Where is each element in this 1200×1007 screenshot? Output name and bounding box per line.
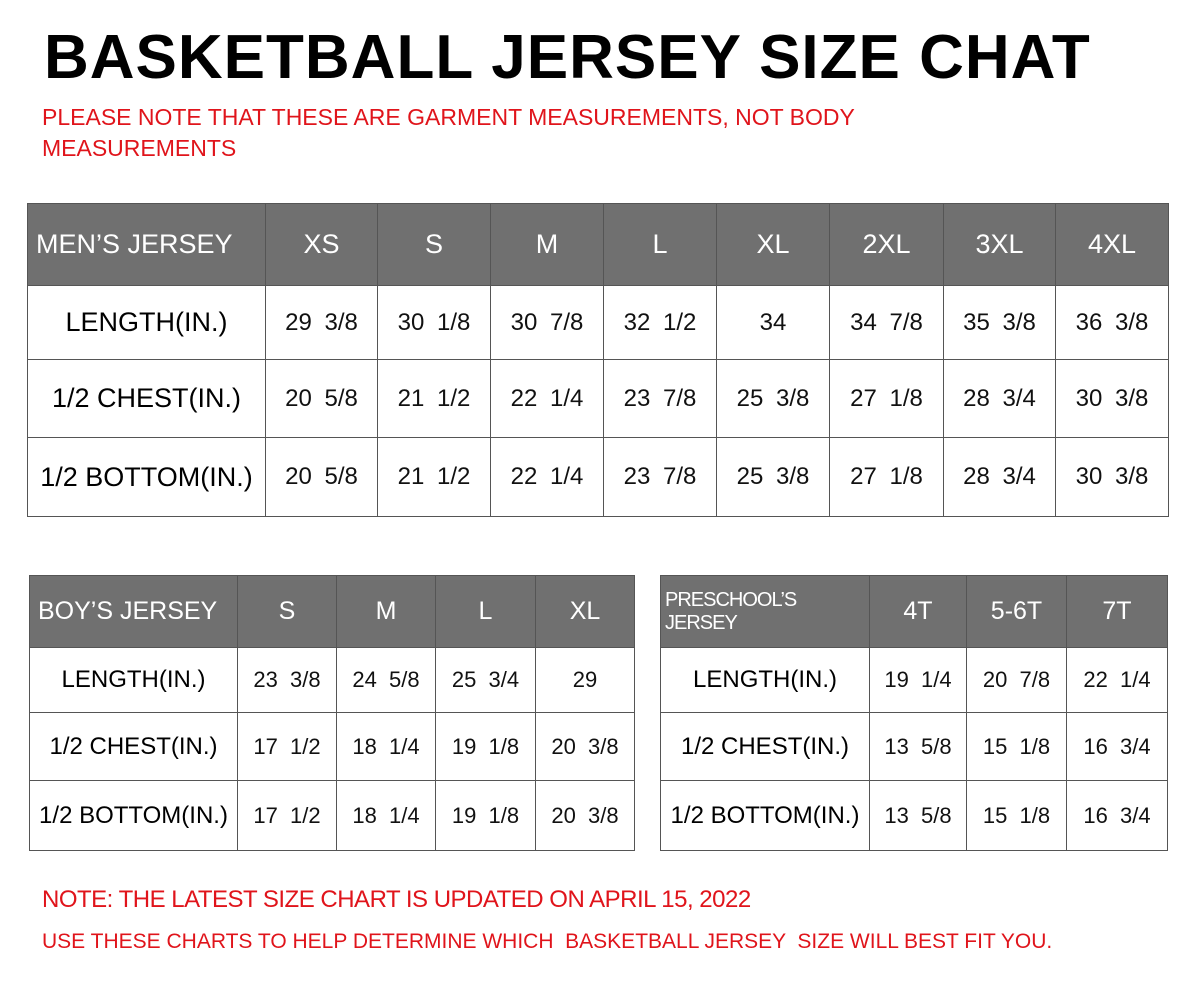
measurement-value: 27 1/8	[829, 437, 944, 517]
measurement-value: 20 3/8	[535, 712, 635, 781]
measurement-value: 35 3/8	[943, 285, 1056, 360]
table-row: 1/2 CHEST(IN.) 13 5/8 15 1/8 16 3/4	[660, 712, 1168, 781]
measurement-value: 22 1/4	[1066, 647, 1168, 713]
measurement-label: LENGTH(IN.)	[660, 647, 870, 713]
size-header-cell: 5-6T	[966, 575, 1067, 648]
measurement-value: 19 1/8	[435, 780, 536, 851]
measurement-value: 17 1/2	[237, 712, 337, 781]
measurement-label: 1/2 BOTTOM(IN.)	[27, 437, 266, 517]
measurement-value: 16 3/4	[1066, 780, 1168, 851]
header-row: PRESCHOOL’S JERSEY 4T 5-6T 7T	[660, 575, 1168, 648]
table-row: 1/2 CHEST(IN.) 20 5/8 21 1/2 22 1/4 23 7/8 25…	[27, 359, 1169, 438]
measurement-value: 32 1/2	[603, 285, 717, 360]
measurement-value: 27 1/8	[829, 359, 944, 438]
preschool-size-table: PRESCHOOL’S JERSEY 4T 5-6T 7T LENGTH(IN.) 19 …	[660, 575, 1168, 851]
size-header-cell: 3XL	[943, 203, 1056, 286]
table-row: 1/2 BOTTOM(IN.) 17 1/2 18 1/4 19 1/8 20 3/8	[29, 780, 635, 851]
table-row: 1/2 BOTTOM(IN.) 13 5/8 15 1/8 16 3/4	[660, 780, 1168, 851]
table-title-cell: BOY’S JERSEY	[29, 575, 238, 648]
fit-note: USE THESE CHARTS TO HELP DETERMINE WHICH…	[42, 930, 1053, 953]
size-header-cell: XL	[535, 575, 635, 648]
garment-note: PLEASE NOTE THAT THESE ARE GARMENT MEASU…	[42, 104, 855, 161]
measurement-value: 34	[716, 285, 830, 360]
measurement-label: LENGTH(IN.)	[27, 285, 266, 360]
measurement-value: 25 3/4	[435, 647, 536, 713]
page-title: BASKETBALL JERSEY SIZE CHAT	[44, 23, 1091, 92]
mens-size-table: MEN’S JERSEY XS S M L XL 2XL 3XL 4XL LENGTH(IN.) 2…	[27, 203, 1169, 517]
measurement-value: 22 1/4	[490, 359, 604, 438]
measurement-value: 15 1/8	[966, 712, 1067, 781]
measurement-value: 13 5/8	[869, 712, 967, 781]
measurement-value: 16 3/4	[1066, 712, 1168, 781]
measurement-value: 23 7/8	[603, 437, 717, 517]
measurement-value: 22 1/4	[490, 437, 604, 517]
measurement-value: 19 1/4	[869, 647, 967, 713]
measurement-value: 20 7/8	[966, 647, 1067, 713]
measurement-value: 18 1/4	[336, 712, 436, 781]
boys-size-table: BOY’S JERSEY S M L XL LENGTH(IN.) 23 3/8 24 5/8…	[29, 575, 635, 851]
table-row: 1/2 BOTTOM(IN.) 20 5/8 21 1/2 22 1/4 23 7/8 2…	[27, 437, 1169, 517]
size-header-cell: XL	[716, 203, 830, 286]
table-row: 1/2 CHEST(IN.) 17 1/2 18 1/4 19 1/8 20 3/8	[29, 712, 635, 781]
measurement-value: 25 3/8	[716, 359, 830, 438]
measurement-value: 21 1/2	[377, 359, 491, 438]
size-header-cell: 7T	[1066, 575, 1168, 648]
table-title-cell: MEN’S JERSEY	[27, 203, 266, 286]
measurement-value: 23 7/8	[603, 359, 717, 438]
measurement-label: 1/2 CHEST(IN.)	[660, 712, 870, 781]
measurement-value: 34 7/8	[829, 285, 944, 360]
measurement-value: 23 3/8	[237, 647, 337, 713]
measurement-value: 13 5/8	[869, 780, 967, 851]
header-row: BOY’S JERSEY S M L XL	[29, 575, 635, 648]
measurement-value: 20 5/8	[265, 359, 378, 438]
measurement-value: 29 3/8	[265, 285, 378, 360]
size-header-cell: L	[603, 203, 717, 286]
size-header-cell: M	[336, 575, 436, 648]
measurement-label: 1/2 CHEST(IN.)	[27, 359, 266, 438]
measurement-value: 36 3/8	[1055, 285, 1169, 360]
table-row: LENGTH(IN.) 29 3/8 30 1/8 30 7/8 32 1/2 34 34 …	[27, 285, 1169, 360]
table-row: LENGTH(IN.) 19 1/4 20 7/8 22 1/4	[660, 647, 1168, 713]
measurement-value: 20 3/8	[535, 780, 635, 851]
measurement-label: 1/2 BOTTOM(IN.)	[660, 780, 870, 851]
size-header-cell: L	[435, 575, 536, 648]
size-header-cell: 4XL	[1055, 203, 1169, 286]
measurement-value: 18 1/4	[336, 780, 436, 851]
measurement-value: 19 1/8	[435, 712, 536, 781]
measurement-value: 29	[535, 647, 635, 713]
size-header-cell: XS	[265, 203, 378, 286]
measurement-value: 28 3/4	[943, 359, 1056, 438]
measurement-label: 1/2 BOTTOM(IN.)	[29, 780, 238, 851]
update-note: NOTE: THE LATEST SIZE CHART IS UPDATED O…	[42, 886, 751, 913]
measurement-label: LENGTH(IN.)	[29, 647, 238, 713]
size-header-cell: S	[377, 203, 491, 286]
measurement-value: 17 1/2	[237, 780, 337, 851]
measurement-value: 30 3/8	[1055, 359, 1169, 438]
measurement-value: 20 5/8	[265, 437, 378, 517]
measurement-value: 30 1/8	[377, 285, 491, 360]
table-row: LENGTH(IN.) 23 3/8 24 5/8 25 3/4 29	[29, 647, 635, 713]
measurement-value: 28 3/4	[943, 437, 1056, 517]
table-title-cell: PRESCHOOL’S JERSEY	[660, 575, 870, 648]
measurement-value: 15 1/8	[966, 780, 1067, 851]
measurement-value: 25 3/8	[716, 437, 830, 517]
size-header-cell: S	[237, 575, 337, 648]
size-header-cell: 2XL	[829, 203, 944, 286]
header-row: MEN’S JERSEY XS S M L XL 2XL 3XL 4XL	[27, 203, 1169, 286]
measurement-value: 30 7/8	[490, 285, 604, 360]
measurement-value: 30 3/8	[1055, 437, 1169, 517]
size-header-cell: 4T	[869, 575, 967, 648]
measurement-label: 1/2 CHEST(IN.)	[29, 712, 238, 781]
measurement-value: 21 1/2	[377, 437, 491, 517]
size-header-cell: M	[490, 203, 604, 286]
measurement-value: 24 5/8	[336, 647, 436, 713]
